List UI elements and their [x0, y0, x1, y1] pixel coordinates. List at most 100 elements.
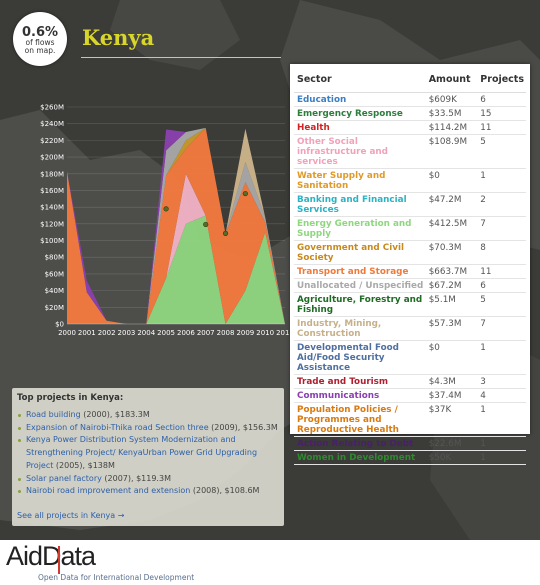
sector-row[interactable]: Agriculture, Forestry and Fishing $5.1M 5 [294, 292, 526, 317]
sector-row[interactable]: Health $114.2M 11 [294, 120, 526, 135]
sector-name: Trade and Tourism [294, 374, 426, 389]
top-project-link[interactable]: Nairobi road improvement and extension [26, 486, 191, 496]
projects-column-header[interactable]: Projects [477, 68, 526, 93]
sector-row[interactable]: Water Supply and Sanitation $0 1 [294, 168, 526, 193]
sector-project-count: 1 [477, 450, 526, 465]
amount-column-header[interactable]: Amount [425, 68, 478, 93]
sector-row[interactable]: Education $609K 6 [294, 92, 526, 107]
map-background[interactable]: 0.6% of flows on map. Kenya $0 $20M $40M $6… [0, 0, 540, 540]
see-all-projects-link[interactable]: See all projects in Kenya → [17, 511, 125, 520]
x-tick-label: 2007 [197, 329, 215, 337]
sector-name: Developmental Food Aid/Food Security Ass… [294, 340, 426, 375]
sector-row[interactable]: Government and Civil Society $70.3M 8 [294, 240, 526, 265]
sector-project-count: 4 [477, 388, 526, 403]
top-project-detail: (2000), $183.3M [80, 410, 150, 419]
sector-table: Sector Amount Projects Education $609K 6 Em… [294, 68, 526, 465]
sector-amount: $50K [425, 450, 478, 465]
sector-name: Industry, Mining, Construction [294, 316, 426, 341]
sector-amount: $0 [425, 340, 478, 375]
sector-row[interactable]: Other Social infrastructure and services… [294, 134, 526, 169]
sector-row[interactable]: Energy Generation and Supply $412.5M 7 [294, 216, 526, 241]
sector-project-count: 8 [477, 240, 526, 265]
sector-row[interactable]: Action Relating to Debt $22.6M 1 [294, 436, 526, 451]
sector-project-count: 15 [477, 106, 526, 121]
y-tick-label: $260M [40, 104, 64, 112]
flows-percent: 0.6% [21, 25, 59, 40]
x-tick-label: 2011 [276, 329, 290, 337]
sector-row[interactable]: Emergency Response $33.5M 15 [294, 106, 526, 121]
y-tick-label: $220M [40, 137, 64, 145]
top-project-item: Nairobi road improvement and extension (… [18, 485, 280, 498]
y-tick-label: $100M [40, 237, 64, 245]
top-projects-list: Road building (2000), $183.3M Expansion o… [18, 409, 280, 498]
top-project-detail: (2005), $138M [53, 460, 115, 470]
x-tick-label: 2009 [236, 329, 254, 337]
sector-row[interactable]: Banking and Financial Services $47.2M 2 [294, 192, 526, 217]
sector-project-count: 3 [477, 374, 526, 389]
top-project-item: Road building (2000), $183.3M [18, 409, 280, 422]
y-tick-label: $180M [40, 170, 64, 178]
sector-amount: $114.2M [425, 120, 478, 135]
flows-badge: 0.6% of flows on map. [13, 12, 67, 66]
y-tick-label: $60M [45, 270, 64, 278]
y-tick-label: $140M [40, 204, 64, 212]
footer: AidData Open Data for International Deve… [0, 540, 540, 585]
top-project-link[interactable]: Kenya Power Distribution System Moderniz… [26, 435, 258, 470]
sector-row[interactable]: Trade and Tourism $4.3M 3 [294, 374, 526, 389]
sector-name: Emergency Response [294, 106, 426, 121]
x-tick-label: 2004 [137, 329, 155, 337]
top-project-item: Kenya Power Distribution System Moderniz… [18, 434, 280, 472]
y-tick-label: $240M [40, 120, 64, 128]
sector-column-header[interactable]: Sector [294, 68, 426, 93]
top-project-detail: (2008), $108.6M [190, 486, 260, 496]
sector-name: Agriculture, Forestry and Fishing [294, 292, 426, 317]
y-tick-label: $40M [45, 287, 64, 295]
sector-name: Water Supply and Sanitation [294, 168, 426, 193]
top-project-link[interactable]: Expansion of Nairobi-Thika road Section … [26, 422, 209, 432]
y-tick-label: $200M [40, 154, 64, 162]
y-tick-label: $80M [45, 254, 64, 262]
area-series-2 [67, 127, 285, 325]
aiddata-logo[interactable]: AidData [6, 541, 96, 571]
sector-amount: $57.3M [425, 316, 478, 341]
top-project-marker [222, 230, 229, 236]
top-project-link[interactable]: Solar panel factory [26, 473, 102, 483]
sector-name: Banking and Financial Services [294, 192, 426, 217]
sector-name: Women in Development [294, 450, 426, 465]
funding-area-chart: $0 $20M $40M $60M $80M $100M $120M $140M $160M $1… [40, 104, 290, 338]
sector-amount: $663.7M [425, 264, 478, 279]
sector-row[interactable]: Population Policies / Programmes and Rep… [294, 402, 526, 437]
sector-project-count: 7 [477, 316, 526, 341]
sector-name: Government and Civil Society [294, 240, 426, 265]
sector-amount: $0 [425, 168, 478, 193]
sector-row[interactable]: Developmental Food Aid/Food Security Ass… [294, 340, 526, 375]
sector-amount: $108.9M [425, 134, 478, 169]
sector-row[interactable]: Industry, Mining, Construction $57.3M 7 [294, 316, 526, 341]
sector-name: Communications [294, 388, 426, 403]
top-project-link[interactable]: Road building [26, 410, 81, 419]
sector-row[interactable]: Communications $37.4M 4 [294, 388, 526, 403]
sector-name: Health [294, 120, 426, 135]
sector-name: Other Social infrastructure and services [294, 134, 426, 169]
sector-name: Population Policies / Programmes and Rep… [294, 402, 426, 437]
sector-project-count: 1 [477, 340, 526, 375]
sector-name: Energy Generation and Supply [294, 216, 426, 241]
top-projects-panel: Top projects in Kenya: Road building (20… [12, 388, 284, 526]
logo-accent-bar [58, 546, 60, 574]
sector-name: Action Relating to Debt [294, 436, 426, 451]
sector-row[interactable]: Transport and Storage $663.7M 11 [294, 264, 526, 279]
top-project-item: Expansion of Nairobi-Thika road Section … [18, 422, 280, 435]
sector-name: Transport and Storage [294, 264, 426, 279]
sector-project-count: 6 [477, 278, 526, 293]
y-tick-label: $0 [55, 321, 64, 329]
sector-amount: $33.5M [425, 106, 478, 121]
sector-project-count: 6 [477, 92, 526, 107]
sector-row[interactable]: Women in Development $50K 1 [294, 450, 526, 465]
top-project-detail: (2007), $119.3M [101, 473, 171, 483]
sector-row[interactable]: Unallocated / Unspecified $67.2M 6 [294, 278, 526, 293]
sector-amount: $37.4M [425, 388, 478, 403]
sector-project-count: 1 [477, 168, 526, 193]
sector-amount: $22.6M [425, 436, 478, 451]
sector-table-body: Education $609K 6 Emergency Response $33.5M 1… [294, 92, 526, 465]
sector-amount: $4.3M [425, 374, 478, 389]
